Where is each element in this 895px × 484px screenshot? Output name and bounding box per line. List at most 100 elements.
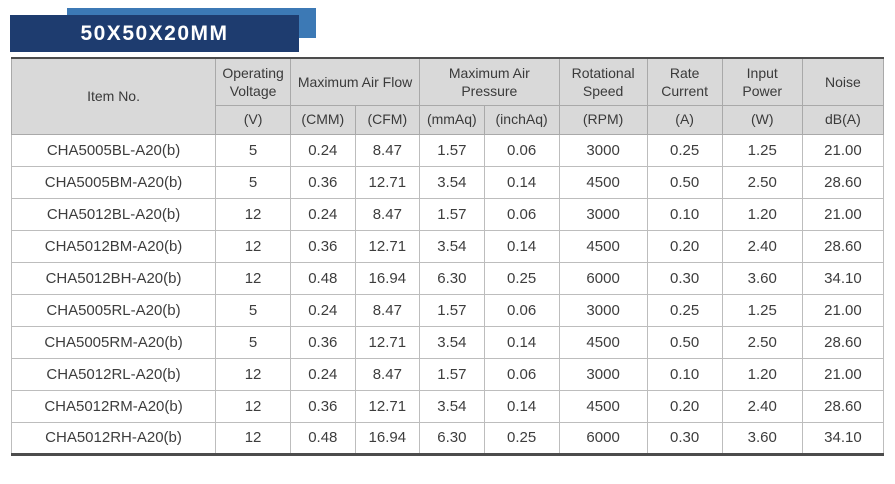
item-no-cell: CHA5005RL-A20(b) xyxy=(10,293,217,327)
value-cell: 0.14 xyxy=(483,325,560,359)
banner-plate: 50X50X20MM xyxy=(10,15,299,52)
value-cell: 16.94 xyxy=(354,421,421,455)
value-cell: 5 xyxy=(215,133,292,167)
value-cell: 21.00 xyxy=(801,357,885,391)
value-cell: 3.54 xyxy=(419,229,485,263)
item-no-cell: CHA5012BL-A20(b) xyxy=(10,197,217,231)
value-cell: 6000 xyxy=(558,261,648,295)
value-cell: 3000 xyxy=(558,293,648,327)
item-no-cell: CHA5012BM-A20(b) xyxy=(10,229,217,263)
header-operating-voltage: Operating Voltage xyxy=(215,57,292,106)
spec-table-header: Item No. Operating Voltage Maximum Air F… xyxy=(10,57,885,135)
value-cell: 5 xyxy=(215,325,292,359)
value-cell: 0.10 xyxy=(646,357,723,391)
value-cell: 5 xyxy=(215,293,292,327)
header-row-labels: Item No. Operating Voltage Maximum Air F… xyxy=(10,57,885,135)
value-cell: 12.71 xyxy=(354,325,421,359)
value-cell: 1.25 xyxy=(721,293,803,327)
header-input-power: Input Power xyxy=(721,57,803,106)
table-row: CHA5005BL-A20(b) 5 0.24 8.47 1.57 0.06 3000 0.2… xyxy=(10,133,885,167)
header-max-air-pressure: Maximum Air Pressure xyxy=(419,57,560,106)
value-cell: 0.24 xyxy=(290,133,356,167)
unit-inchaq: (inchAq) xyxy=(483,104,560,135)
unit-rpm: (RPM) xyxy=(558,104,648,135)
value-cell: 2.50 xyxy=(721,165,803,199)
value-cell: 6.30 xyxy=(419,261,485,295)
value-cell: 3.60 xyxy=(721,421,803,455)
value-cell: 12 xyxy=(215,229,292,263)
value-cell: 12 xyxy=(215,389,292,423)
value-cell: 0.06 xyxy=(483,133,560,167)
table-row: CHA5012BH-A20(b) 12 0.48 16.94 6.30 0.25 6000 0… xyxy=(10,261,885,295)
value-cell: 28.60 xyxy=(801,389,885,423)
value-cell: 8.47 xyxy=(354,133,421,167)
header-item-no: Item No. xyxy=(10,57,217,135)
value-cell: 1.57 xyxy=(419,133,485,167)
unit-cmm: (CMM) xyxy=(290,104,356,135)
value-cell: 3.60 xyxy=(721,261,803,295)
value-cell: 0.30 xyxy=(646,261,723,295)
value-cell: 0.20 xyxy=(646,229,723,263)
value-cell: 3.54 xyxy=(419,165,485,199)
value-cell: 4500 xyxy=(558,325,648,359)
value-cell: 12.71 xyxy=(354,229,421,263)
unit-voltage: (V) xyxy=(215,104,292,135)
value-cell: 28.60 xyxy=(801,325,885,359)
value-cell: 0.24 xyxy=(290,293,356,327)
value-cell: 21.00 xyxy=(801,197,885,231)
item-no-cell: CHA5012RH-A20(b) xyxy=(10,421,217,455)
value-cell: 16.94 xyxy=(354,261,421,295)
value-cell: 4500 xyxy=(558,389,648,423)
value-cell: 1.20 xyxy=(721,357,803,391)
value-cell: 0.48 xyxy=(290,261,356,295)
value-cell: 1.57 xyxy=(419,357,485,391)
value-cell: 0.20 xyxy=(646,389,723,423)
header-row-units: (V) (CMM) (CFM) (mmAq) (inchAq) (RPM) (A… xyxy=(12,104,885,135)
value-cell: 0.25 xyxy=(483,261,560,295)
value-cell: 0.30 xyxy=(646,421,723,455)
value-cell: 34.10 xyxy=(801,421,885,455)
unit-noise: dB(A) xyxy=(801,104,885,135)
unit-mmaq: (mmAq) xyxy=(419,104,485,135)
item-no-cell: CHA5005BM-A20(b) xyxy=(10,165,217,199)
value-cell: 2.40 xyxy=(721,229,803,263)
item-no-cell: CHA5005BL-A20(b) xyxy=(10,133,217,167)
item-no-cell: CHA5012RL-A20(b) xyxy=(10,357,217,391)
value-cell: 5 xyxy=(215,165,292,199)
value-cell: 8.47 xyxy=(354,357,421,391)
value-cell: 3000 xyxy=(558,357,648,391)
unit-cfm: (CFM) xyxy=(354,104,421,135)
value-cell: 12 xyxy=(215,357,292,391)
value-cell: 3000 xyxy=(558,133,648,167)
table-row: CHA5012RL-A20(b) 12 0.24 8.47 1.57 0.06 3000 0.… xyxy=(10,357,885,391)
value-cell: 3000 xyxy=(558,197,648,231)
value-cell: 0.06 xyxy=(483,357,560,391)
value-cell: 0.25 xyxy=(483,421,560,455)
spec-table-body: CHA5005BL-A20(b) 5 0.24 8.47 1.57 0.06 3000 0.2… xyxy=(10,133,885,455)
value-cell: 0.24 xyxy=(290,357,356,391)
value-cell: 0.14 xyxy=(483,229,560,263)
item-no-cell: CHA5005RM-A20(b) xyxy=(10,325,217,359)
value-cell: 12.71 xyxy=(354,389,421,423)
item-no-cell: CHA5012BH-A20(b) xyxy=(10,261,217,295)
value-cell: 21.00 xyxy=(801,133,885,167)
value-cell: 0.36 xyxy=(290,229,356,263)
value-cell: 12 xyxy=(215,197,292,231)
value-cell: 0.06 xyxy=(483,293,560,327)
value-cell: 8.47 xyxy=(354,197,421,231)
value-cell: 0.06 xyxy=(483,197,560,231)
value-cell: 0.25 xyxy=(646,133,723,167)
unit-power: (W) xyxy=(721,104,803,135)
value-cell: 4500 xyxy=(558,229,648,263)
value-cell: 2.40 xyxy=(721,389,803,423)
size-banner: 50X50X20MM xyxy=(10,8,316,53)
item-no-cell: CHA5012RM-A20(b) xyxy=(10,389,217,423)
value-cell: 3.54 xyxy=(419,389,485,423)
table-row: CHA5012BM-A20(b) 12 0.36 12.71 3.54 0.14 4500 0… xyxy=(10,229,885,263)
value-cell: 0.50 xyxy=(646,325,723,359)
value-cell: 0.50 xyxy=(646,165,723,199)
header-max-air-flow: Maximum Air Flow xyxy=(290,57,421,106)
value-cell: 1.57 xyxy=(419,197,485,231)
header-rate-current: Rate Current xyxy=(646,57,723,106)
value-cell: 12 xyxy=(215,261,292,295)
